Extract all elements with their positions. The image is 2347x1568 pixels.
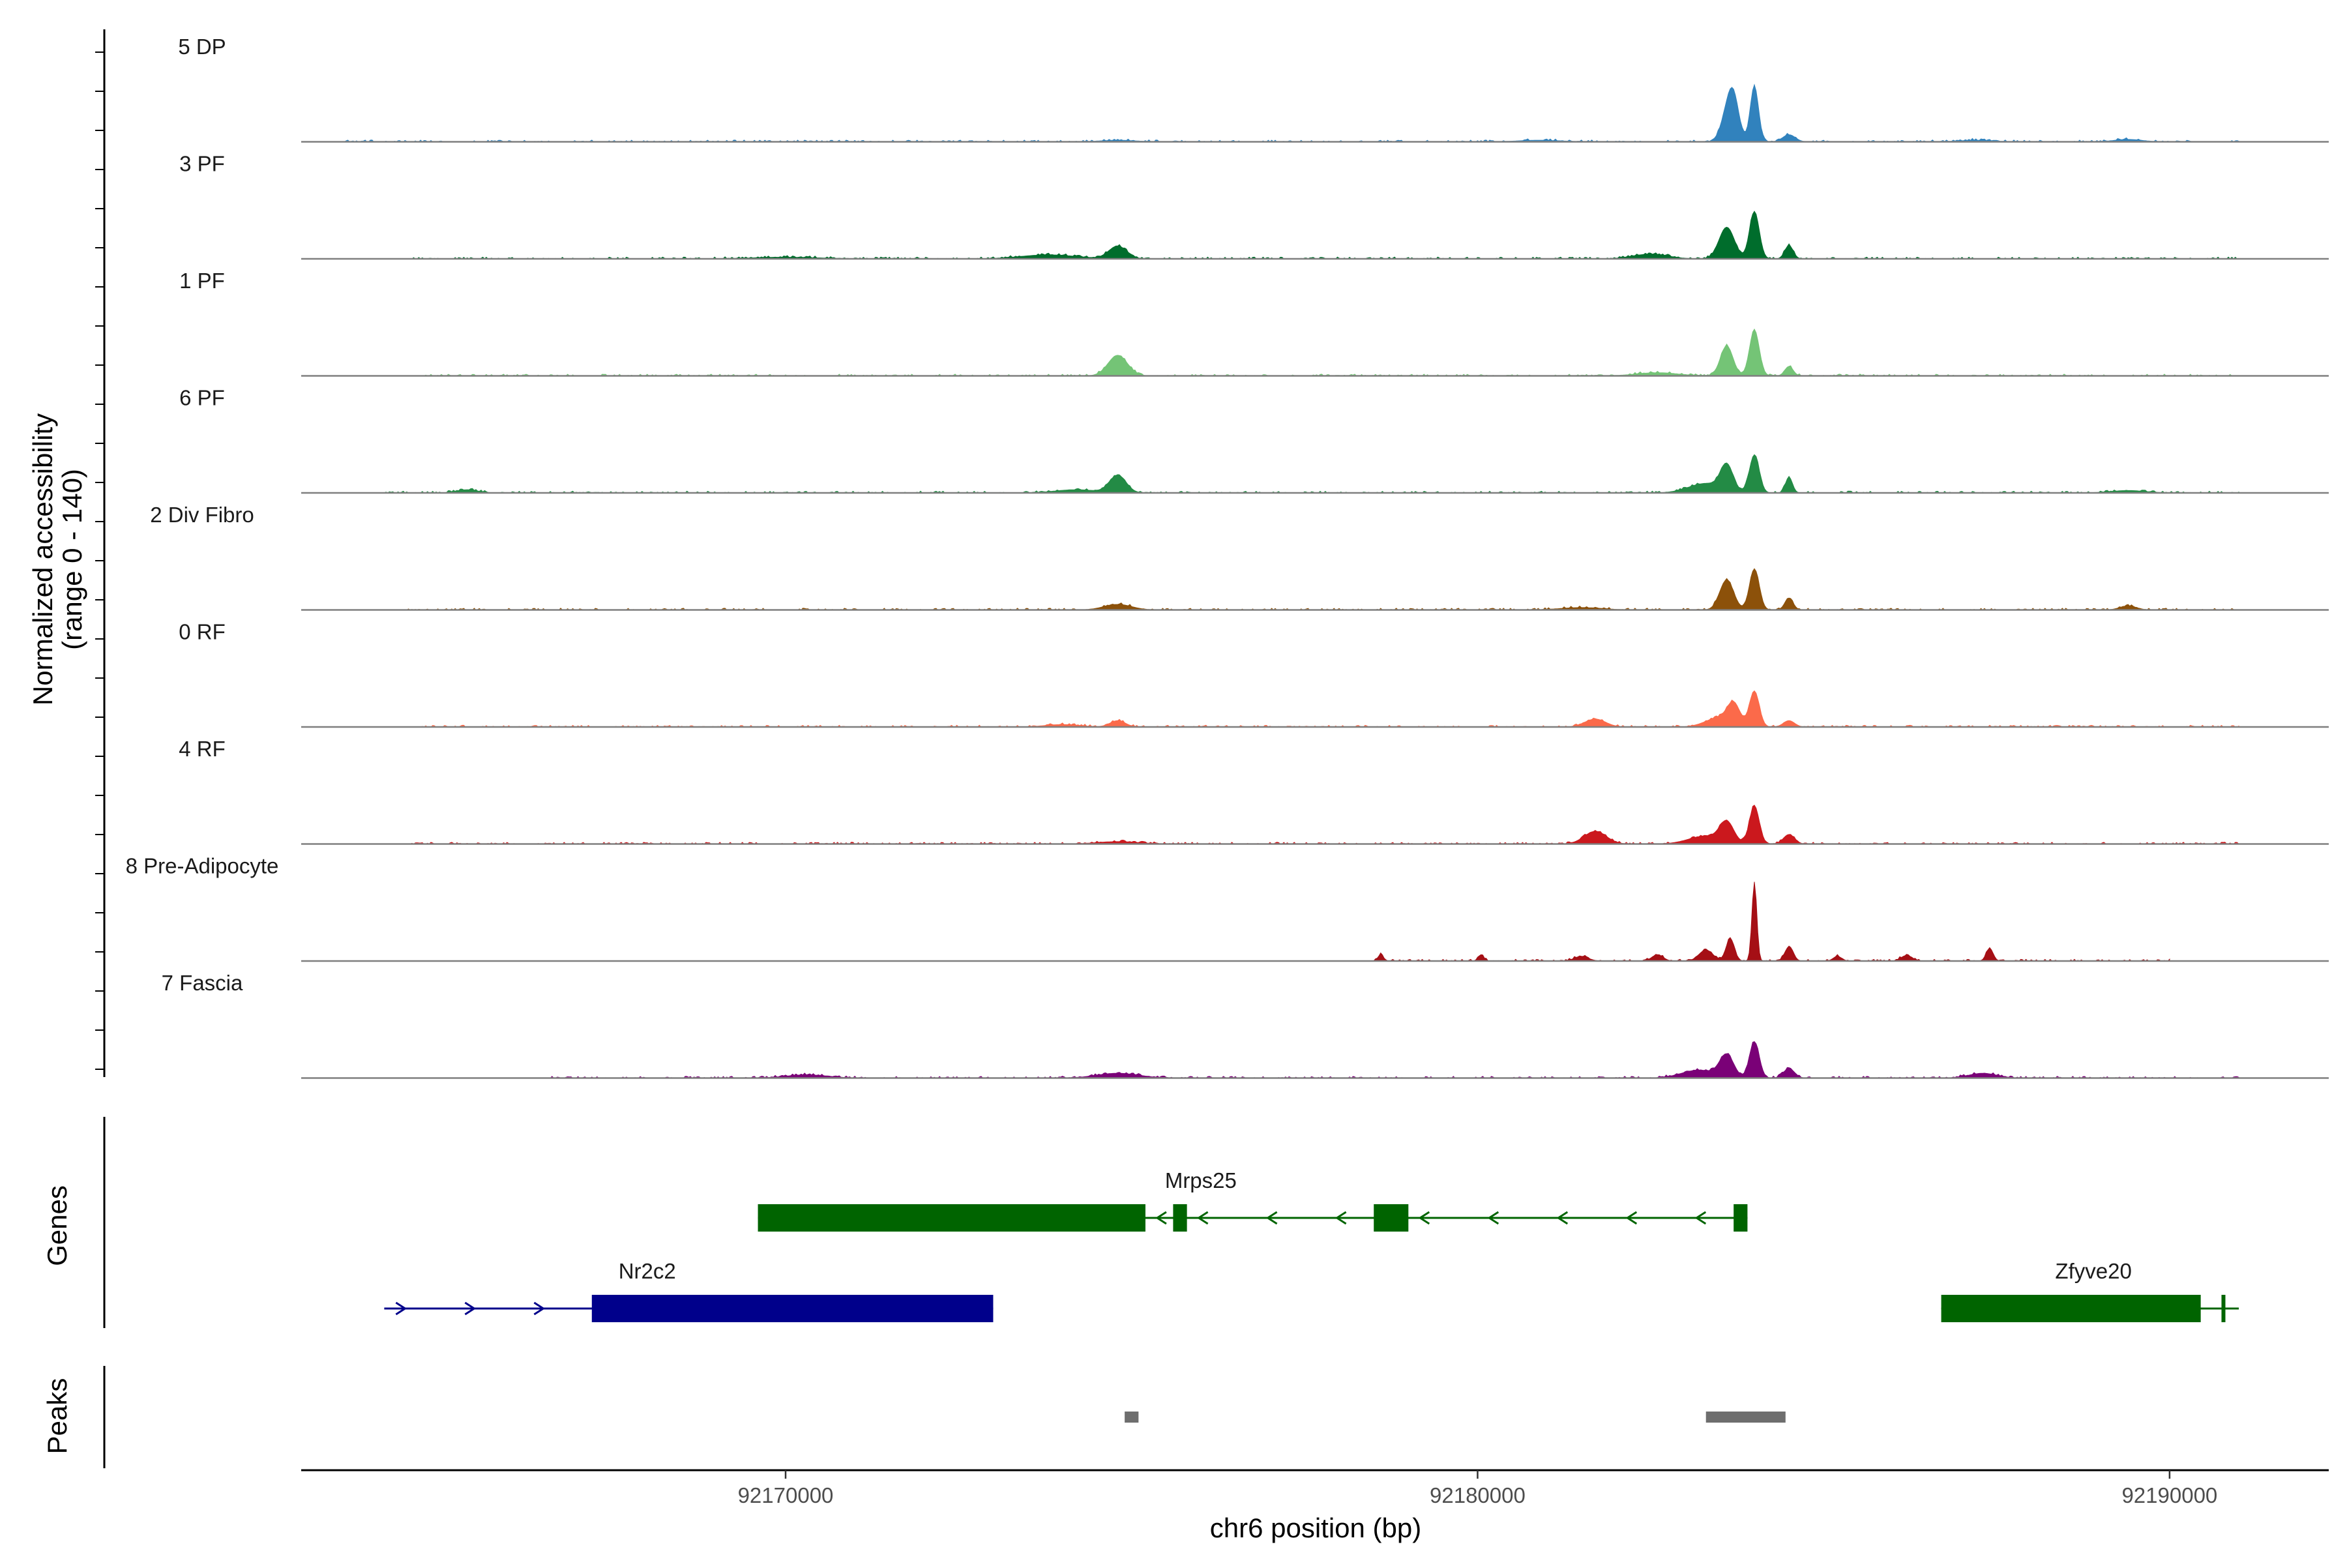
strand-arrow [1335,1211,1347,1225]
strand-arrow [1487,1211,1499,1225]
y-axis-title-line1: Normalized accessibility [27,413,58,705]
gene-label: Zfyve20 [2055,1259,2131,1283]
track-label: 4 RF [179,737,226,761]
coverage-area [405,328,2239,377]
track-label: 0 RF [179,620,226,644]
track-5-dp: 5 DP [178,35,2329,143]
gene-exon [758,1204,1145,1232]
peaks-panel-title: Peaks [42,1378,72,1455]
strand-arrow [1694,1211,1707,1225]
peak-region [1125,1412,1139,1423]
y-axis-title-line2: (range 0 - 140) [57,469,87,650]
x-axis-title: chr6 position (bp) [1210,1513,1422,1543]
coverage-area [405,568,2239,611]
strand-arrow [1265,1211,1278,1225]
coverage-area [342,83,2239,143]
coverage-area [405,805,2239,845]
track-label: 1 PF [179,269,225,293]
genes-panel: Mrps25 Nr2c2 Zfyve20 [103,1117,2239,1328]
gene-nr2c2: Nr2c2 [384,1259,994,1322]
genes-panel-title: Genes [42,1185,72,1266]
gene-zfyve20: Zfyve20 [1941,1259,2239,1322]
track-0-rf: 0 RF [179,620,2329,728]
track-label: 8 Pre-Adipocyte [126,854,279,878]
track-2-div-fibro: 2 Div Fibro [150,503,2329,611]
strand-arrow [1196,1211,1209,1225]
track-8-pre-adipocyte: 8 Pre-Adipocyte [126,854,2329,962]
track-1-pf: 1 PF [179,269,2329,377]
coverage-area [1373,881,2170,962]
coverage-area [405,211,2239,259]
coverage-area [549,1041,2239,1079]
track-label: 7 Fascia [162,971,243,995]
strand-arrow [1556,1211,1569,1225]
x-axis: 92170000 92180000 92190000 [301,1469,2329,1507]
strand-arrow [395,1301,407,1316]
coverage-tracks: 5 DP 3 PF 1 PF 6 PF 2 Div Fibro 0 RF 4 RF 8 Pre… [95,29,2329,1079]
gene-exon [1734,1204,1748,1232]
strand-arrow [464,1301,477,1316]
track-4-rf: 4 RF [179,737,2329,845]
gene-exon [591,1295,994,1322]
strand-arrow [1625,1211,1638,1225]
gene-exon [1941,1295,2201,1322]
strand-arrow [533,1301,546,1316]
x-tick-label: 92190000 [2121,1483,2217,1507]
gene-exon [1173,1204,1187,1232]
gene-exon [1374,1204,1409,1232]
strand-arrow [1418,1211,1430,1225]
x-tick-label: 92180000 [1430,1483,1526,1507]
peak-region [1705,1412,1786,1423]
gene-label: Mrps25 [1165,1168,1237,1192]
gene-exon [2221,1295,2226,1322]
gene-mrps25: Mrps25 [758,1168,1748,1232]
track-6-pf: 6 PF [179,386,2329,494]
gene-label: Nr2c2 [619,1259,676,1283]
strand-arrow [1155,1211,1167,1225]
track-7-fascia: 7 Fascia [162,971,2329,1079]
track-3-pf: 3 PF [179,152,2329,260]
coverage-area [384,454,2239,494]
track-label: 3 PF [179,152,225,176]
peaks-panel [103,1366,1786,1468]
track-label: 2 Div Fibro [150,503,254,527]
track-label: 5 DP [178,35,226,59]
track-label: 6 PF [179,386,225,410]
x-tick-label: 92170000 [738,1483,834,1507]
coverage-area [405,690,2239,728]
